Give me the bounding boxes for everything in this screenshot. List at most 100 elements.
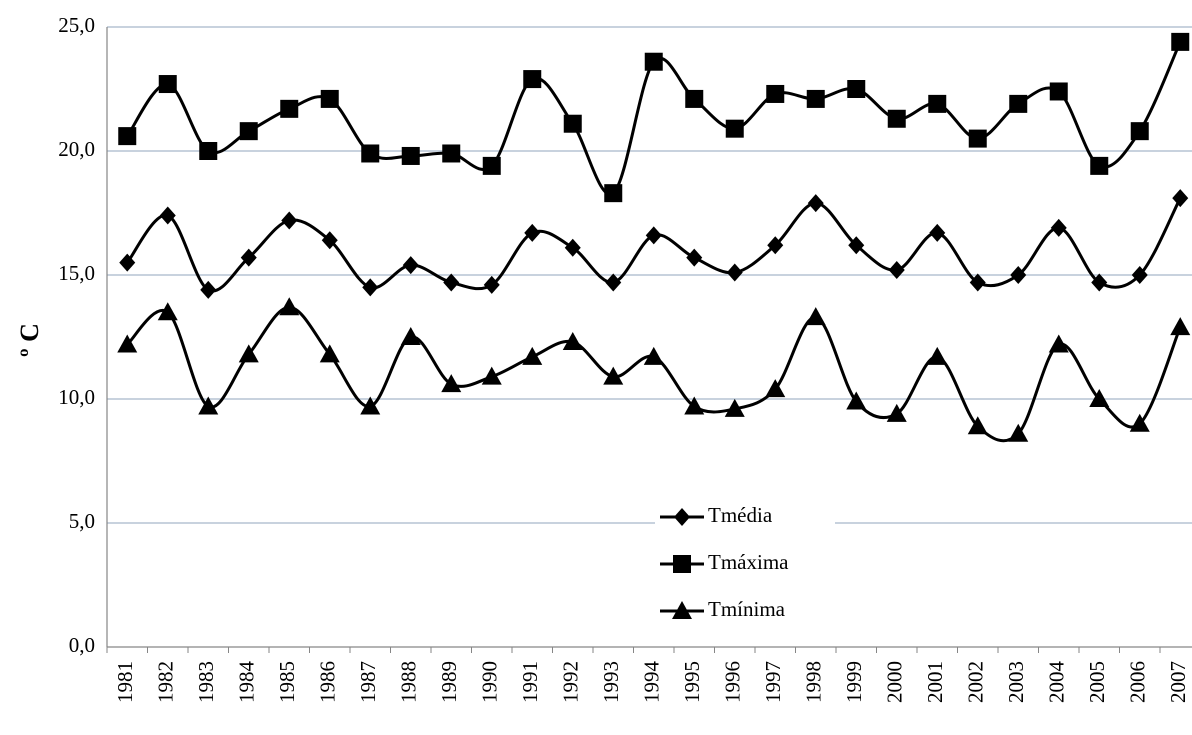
marker	[483, 275, 500, 294]
marker	[281, 211, 298, 230]
marker	[927, 346, 948, 365]
marker	[280, 99, 299, 118]
y-tick-label: 5,0	[69, 509, 95, 533]
marker	[117, 334, 138, 353]
marker	[603, 366, 624, 385]
marker	[563, 114, 582, 133]
x-tick-label: 2006	[1126, 661, 1150, 703]
x-tick-label: 1993	[599, 661, 623, 703]
x-tick-label: 1989	[437, 661, 461, 703]
marker	[928, 94, 947, 113]
marker	[523, 70, 542, 89]
marker	[767, 236, 784, 255]
x-tick-label: 1990	[478, 661, 502, 703]
marker	[1049, 82, 1068, 101]
marker	[1089, 389, 1110, 407]
marker	[887, 109, 906, 128]
marker	[524, 223, 541, 242]
marker	[1090, 156, 1109, 175]
marker	[765, 379, 786, 398]
y-axis-label: º C	[15, 323, 44, 357]
marker	[157, 302, 178, 321]
series-line	[126, 305, 1182, 443]
marker	[198, 396, 219, 415]
marker	[846, 391, 867, 410]
marker	[482, 156, 501, 175]
y-tick-label: 15,0	[58, 261, 95, 285]
marker	[1048, 334, 1069, 353]
marker	[645, 226, 662, 245]
x-tick-label: 1983	[194, 661, 218, 703]
marker	[724, 398, 745, 417]
marker	[672, 601, 692, 619]
x-tick-label: 1999	[842, 661, 866, 703]
legend-label: Tmínima	[708, 597, 786, 621]
x-tick-label: 2003	[1004, 661, 1028, 703]
marker	[158, 75, 177, 94]
marker	[118, 127, 137, 146]
x-tick-label: 1992	[559, 661, 583, 703]
marker	[442, 144, 461, 163]
marker	[562, 331, 583, 350]
marker	[605, 273, 622, 292]
x-tick-label: 2005	[1085, 661, 1109, 703]
x-tick-label: 1987	[356, 661, 380, 703]
marker	[238, 344, 259, 363]
x-tick-label: 1998	[802, 661, 826, 703]
marker	[686, 248, 703, 267]
marker	[443, 273, 460, 292]
marker	[361, 144, 380, 163]
marker	[967, 416, 988, 435]
marker	[644, 52, 663, 71]
marker	[1170, 317, 1191, 336]
marker	[968, 129, 987, 148]
marker	[200, 280, 217, 299]
legend-label: Tmáxima	[708, 550, 789, 574]
marker	[806, 89, 825, 108]
marker	[886, 403, 907, 422]
marker	[1008, 423, 1029, 442]
marker	[969, 273, 986, 292]
marker	[402, 256, 419, 275]
y-tick-label: 0,0	[69, 633, 95, 657]
x-tick-label: 2004	[1045, 661, 1069, 704]
marker	[319, 344, 340, 363]
marker	[481, 366, 502, 385]
x-tick-label: 1985	[275, 661, 299, 703]
x-tick-label: 1988	[397, 661, 421, 703]
marker	[360, 396, 381, 415]
marker	[726, 263, 743, 282]
marker	[725, 119, 744, 138]
x-tick-label: 1982	[154, 661, 178, 703]
marker	[848, 236, 865, 255]
marker	[766, 84, 785, 103]
marker	[1129, 413, 1150, 432]
marker	[321, 231, 338, 250]
marker	[401, 146, 420, 165]
marker	[1131, 266, 1148, 284]
marker	[1171, 32, 1190, 51]
marker	[441, 374, 462, 393]
marker	[239, 122, 258, 141]
x-tick-label: 1981	[113, 661, 137, 703]
marker	[1010, 266, 1027, 284]
marker	[1091, 273, 1108, 292]
marker	[1172, 189, 1189, 208]
x-tick-label: 1986	[316, 661, 340, 703]
x-tick-label: 2007	[1166, 661, 1190, 703]
marker	[400, 327, 421, 345]
marker	[240, 248, 257, 267]
marker	[805, 307, 826, 326]
marker	[1009, 94, 1028, 113]
marker	[684, 396, 705, 415]
marker	[159, 206, 176, 225]
marker	[522, 346, 543, 365]
marker	[929, 223, 946, 242]
x-tick-label: 2000	[883, 661, 907, 703]
legend-label: Tmédia	[708, 503, 773, 527]
marker	[847, 80, 866, 98]
marker	[320, 89, 339, 108]
marker	[119, 253, 136, 272]
x-tick-label: 1997	[761, 661, 785, 703]
x-tick-label: 2001	[923, 661, 947, 703]
